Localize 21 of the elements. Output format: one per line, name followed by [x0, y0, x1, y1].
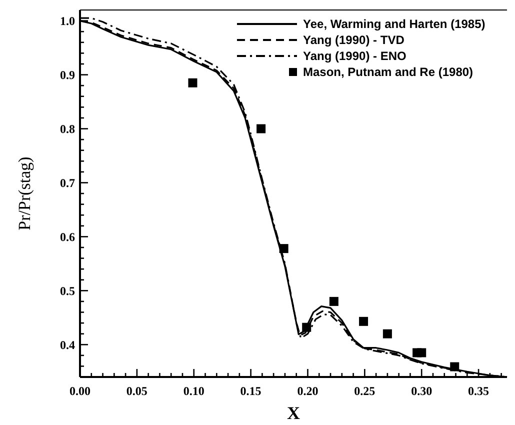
y-tick-label: 1.0	[60, 14, 75, 28]
x-tick-label: 0.35	[468, 384, 490, 398]
x-tick-label: 0.00	[70, 384, 90, 398]
x-axis-title: X	[287, 403, 300, 423]
x-tick-label: 0.20	[297, 384, 318, 398]
y-tick-label: 0.9	[60, 68, 75, 82]
y-tick-label: 0.6	[60, 230, 75, 244]
y-tick-label: 0.7	[60, 176, 75, 190]
legend-label: Yee, Warming and Harten (1985)	[303, 17, 486, 32]
y-tick-label: 0.8	[60, 122, 75, 136]
y-axis-title: Pr/Pr(stag)	[15, 156, 34, 230]
x-tick-label: 0.05	[126, 384, 148, 398]
x-tick-label: 0.25	[354, 384, 376, 398]
legend-label: Yang (1990) - ENO	[303, 49, 406, 64]
x-tick-label: 0.30	[411, 384, 432, 398]
x-tick-label: 0.10	[183, 384, 204, 398]
legend-label: Yang (1990) - TVD	[303, 33, 405, 48]
x-tick-label: 0.15	[240, 384, 262, 398]
y-tick-label: 0.5	[60, 284, 75, 298]
legend-label: Mason, Putnam and Re (1980)	[303, 65, 474, 80]
y-tick-label: 0.4	[60, 338, 75, 352]
